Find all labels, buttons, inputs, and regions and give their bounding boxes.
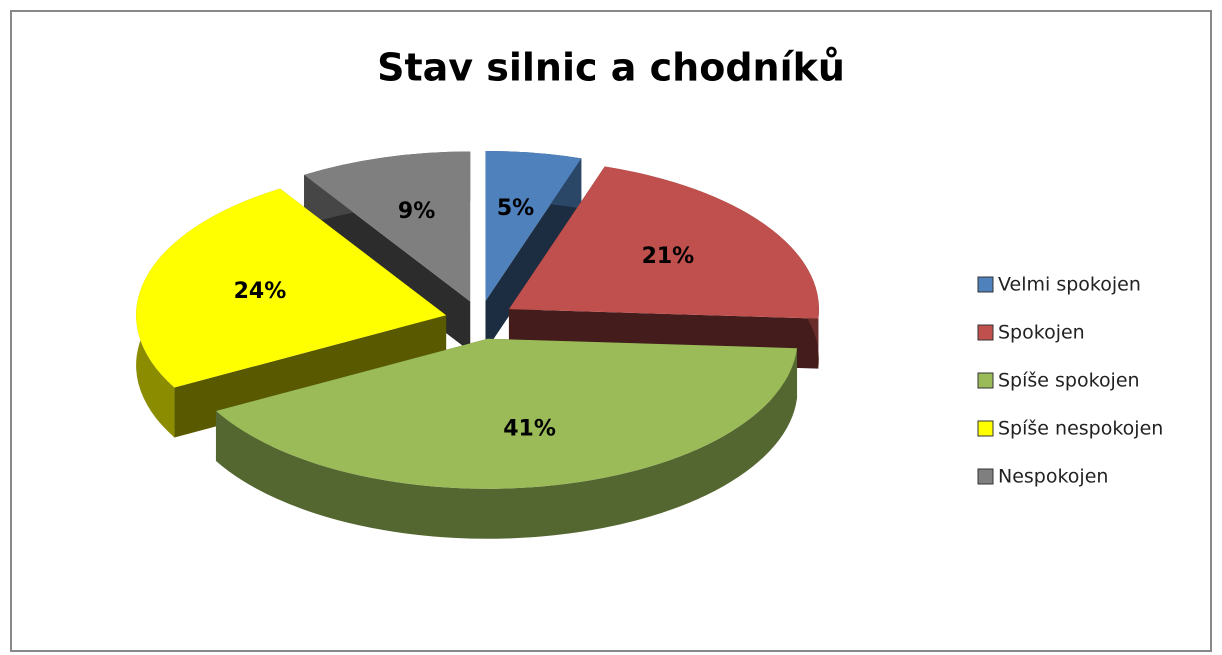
slice-top: [136, 188, 447, 388]
pie-slice: [485, 150, 582, 351]
pie-slice: [508, 166, 819, 369]
legend-label: Velmi spokojen: [998, 274, 1141, 296]
slice-top: [485, 150, 582, 301]
slice-top: [304, 151, 471, 302]
legend-swatch: [977, 276, 994, 293]
chart-title: Stav silnic a chodníků: [377, 46, 845, 90]
data-label: 9%: [398, 199, 435, 224]
legend-swatch: [977, 420, 994, 437]
legend-label: Spokojen: [998, 322, 1085, 344]
legend-swatch: [977, 324, 994, 341]
pie-slice: [215, 338, 798, 539]
slice-top: [508, 166, 819, 319]
data-label: 41%: [503, 417, 556, 442]
slice-top: [215, 338, 798, 489]
legend-label: Spíše spokojen: [998, 370, 1140, 392]
pie-slice: [136, 188, 447, 438]
slice-wall: [485, 158, 582, 351]
data-label: 5%: [497, 196, 534, 221]
legend-label: Nespokojen: [998, 466, 1108, 488]
data-label: 24%: [234, 279, 287, 304]
data-label: 21%: [642, 244, 695, 269]
legend-label: Spíše nespokojen: [998, 418, 1163, 440]
legend-swatch: [977, 372, 994, 389]
legend-swatch: [977, 468, 994, 485]
slice-side: [215, 348, 798, 539]
